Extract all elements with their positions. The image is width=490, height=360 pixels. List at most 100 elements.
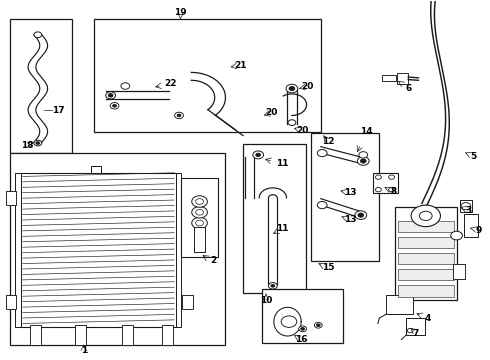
Circle shape bbox=[299, 326, 307, 332]
Bar bbox=[262, 289, 343, 343]
Bar bbox=[15, 173, 21, 327]
Circle shape bbox=[196, 220, 203, 226]
Bar bbox=[182, 191, 193, 205]
Circle shape bbox=[375, 188, 381, 192]
Bar bbox=[311, 134, 379, 261]
Bar bbox=[5, 295, 16, 309]
Circle shape bbox=[389, 175, 394, 179]
Bar bbox=[182, 295, 193, 309]
Circle shape bbox=[375, 175, 381, 179]
Circle shape bbox=[389, 188, 394, 192]
Text: 13: 13 bbox=[344, 188, 356, 197]
Bar bbox=[94, 19, 321, 132]
Circle shape bbox=[355, 211, 367, 220]
Bar bbox=[122, 325, 133, 345]
Text: 9: 9 bbox=[475, 226, 482, 235]
Bar bbox=[181, 178, 218, 257]
Text: 8: 8 bbox=[391, 187, 397, 196]
Circle shape bbox=[318, 149, 327, 157]
Circle shape bbox=[359, 152, 368, 158]
Circle shape bbox=[301, 327, 305, 330]
Text: 7: 7 bbox=[413, 329, 419, 338]
Text: 6: 6 bbox=[406, 84, 412, 93]
Text: 14: 14 bbox=[360, 127, 372, 136]
Bar bbox=[162, 325, 172, 345]
Text: 4: 4 bbox=[425, 314, 431, 323]
Bar bbox=[398, 269, 454, 280]
Circle shape bbox=[34, 140, 42, 146]
Bar bbox=[75, 325, 86, 345]
Text: 13: 13 bbox=[344, 215, 356, 224]
Circle shape bbox=[192, 207, 207, 218]
Text: 2: 2 bbox=[210, 256, 217, 265]
Circle shape bbox=[108, 94, 113, 97]
Text: 15: 15 bbox=[322, 264, 334, 273]
Circle shape bbox=[271, 284, 275, 287]
Bar bbox=[453, 264, 465, 279]
Bar bbox=[175, 173, 181, 327]
Bar bbox=[386, 295, 413, 315]
Text: 20: 20 bbox=[296, 126, 309, 135]
Bar bbox=[382, 75, 396, 81]
Circle shape bbox=[286, 84, 298, 93]
Bar bbox=[398, 221, 454, 232]
Circle shape bbox=[192, 217, 207, 229]
Circle shape bbox=[36, 141, 40, 144]
Circle shape bbox=[318, 202, 327, 209]
Circle shape bbox=[357, 157, 369, 165]
Bar bbox=[20, 173, 176, 327]
Circle shape bbox=[174, 112, 183, 119]
Bar bbox=[406, 318, 425, 335]
Text: 11: 11 bbox=[276, 224, 289, 233]
Circle shape bbox=[451, 231, 463, 240]
Text: 20: 20 bbox=[301, 82, 314, 91]
Text: 1: 1 bbox=[81, 346, 87, 355]
Text: 3: 3 bbox=[466, 206, 472, 215]
Text: 17: 17 bbox=[52, 105, 65, 114]
Text: 21: 21 bbox=[234, 61, 246, 70]
Text: 18: 18 bbox=[22, 141, 34, 150]
Circle shape bbox=[177, 114, 181, 117]
Circle shape bbox=[317, 324, 320, 327]
Bar bbox=[243, 144, 306, 293]
Circle shape bbox=[196, 199, 203, 204]
Bar bbox=[10, 19, 72, 153]
Bar bbox=[397, 73, 408, 84]
Circle shape bbox=[289, 86, 295, 91]
Circle shape bbox=[113, 104, 117, 107]
Bar bbox=[30, 325, 41, 345]
Bar bbox=[398, 253, 454, 264]
Circle shape bbox=[288, 120, 296, 126]
Bar bbox=[398, 237, 454, 248]
Bar bbox=[460, 200, 472, 212]
Bar bbox=[194, 226, 205, 252]
Circle shape bbox=[407, 328, 413, 333]
Circle shape bbox=[110, 103, 119, 109]
Bar bbox=[91, 166, 101, 173]
Bar bbox=[5, 191, 16, 205]
Circle shape bbox=[281, 316, 297, 327]
Circle shape bbox=[419, 211, 432, 221]
Bar bbox=[373, 173, 398, 193]
Circle shape bbox=[256, 153, 261, 157]
Circle shape bbox=[196, 210, 203, 215]
Bar bbox=[10, 153, 225, 345]
Text: 22: 22 bbox=[165, 80, 177, 89]
Text: 16: 16 bbox=[295, 335, 308, 344]
Text: 12: 12 bbox=[322, 137, 334, 146]
Circle shape bbox=[121, 83, 130, 89]
Text: 19: 19 bbox=[174, 8, 187, 17]
Bar bbox=[464, 214, 478, 237]
Circle shape bbox=[315, 322, 322, 328]
Circle shape bbox=[106, 92, 116, 99]
Bar bbox=[395, 207, 457, 300]
Text: 5: 5 bbox=[470, 152, 477, 161]
Circle shape bbox=[358, 213, 364, 217]
Circle shape bbox=[34, 32, 42, 38]
Bar bbox=[398, 285, 454, 297]
Text: 10: 10 bbox=[260, 296, 272, 305]
Circle shape bbox=[411, 205, 441, 226]
Circle shape bbox=[192, 196, 207, 207]
Circle shape bbox=[269, 283, 277, 289]
Circle shape bbox=[461, 203, 471, 210]
